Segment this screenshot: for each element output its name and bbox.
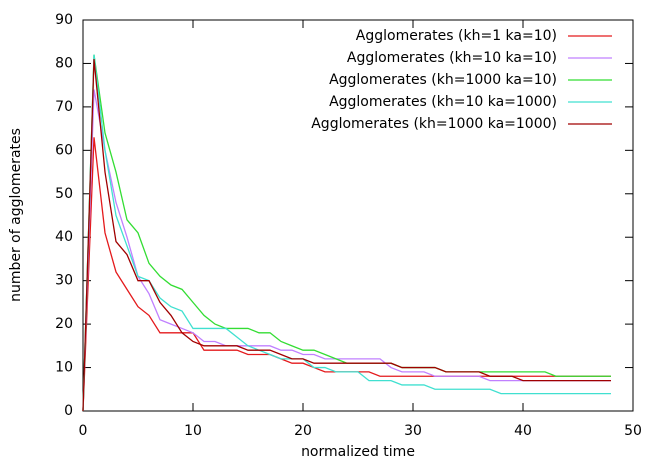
x-axis-label: normalized time [301,444,415,460]
data-line [82,54,611,412]
data-line [82,137,611,412]
y-tick-label: 40 [55,229,73,245]
x-tick-label: 10 [184,423,202,439]
legend-label: Agglomerates (kh=1 ka=10) [356,28,557,44]
y-tick-label: 70 [55,99,73,115]
y-tick-label: 50 [55,186,73,202]
x-tick-label: 0 [79,423,88,439]
x-tick-label: 30 [404,423,422,439]
y-tick-label: 20 [55,316,73,332]
y-tick-label: 0 [64,403,73,419]
x-tick-label: 50 [624,423,642,439]
plot-border [82,19,634,412]
x-tick-label: 20 [294,423,312,439]
legend-label: Agglomerates (kh=1000 ka=1000) [311,116,557,132]
legend-label: Agglomerates (kh=10 ka=10) [347,50,557,66]
y-tick-label: 30 [55,273,73,289]
y-tick-label: 90 [55,12,73,28]
legend-label: Agglomerates (kh=10 ka=1000) [329,94,557,110]
data-line [82,59,611,412]
x-tick-label: 40 [514,423,532,439]
y-tick-label: 60 [55,142,73,158]
legend-label: Agglomerates (kh=1000 ka=10) [329,72,557,88]
y-tick-label: 80 [55,55,73,71]
y-axis-label: number of agglomerates [8,128,24,302]
y-tick-label: 10 [55,360,73,376]
